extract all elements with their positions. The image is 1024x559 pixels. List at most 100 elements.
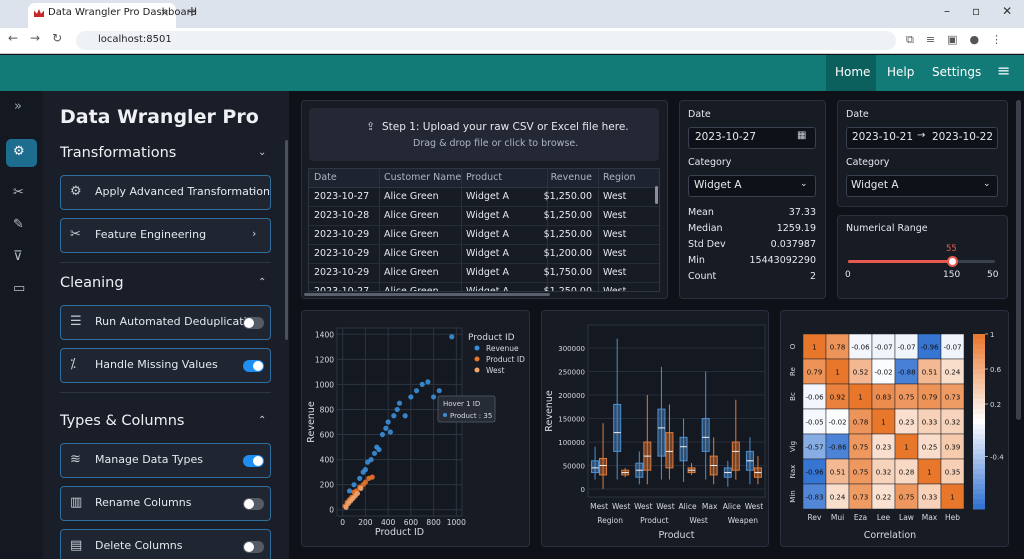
group-label: West xyxy=(689,516,707,525)
table-cell: Alice Green xyxy=(384,267,439,278)
slider-label-0: 0 xyxy=(845,270,851,280)
sidebar-item[interactable]: ✂ Feature Engineering › xyxy=(60,218,271,253)
column-divider xyxy=(547,169,548,291)
section-chevron[interactable]: ⌃ xyxy=(258,415,267,426)
stat-label: Min xyxy=(688,255,705,266)
cell-label: -0.07 xyxy=(897,344,915,352)
scatter-point xyxy=(394,406,400,413)
table-row xyxy=(309,225,659,226)
sidebar: Data Wrangler Pro Transformations ⌄ ⚙ Apply … xyxy=(43,91,289,559)
cell-label: 0.32 xyxy=(876,469,892,477)
cell-label: 0.51 xyxy=(830,469,846,477)
column-label: Mui xyxy=(831,513,844,522)
sidebar-item[interactable]: ☰ Run Automated Deduplication xyxy=(60,305,271,340)
x-tick-label: Max xyxy=(702,502,718,511)
dropzone[interactable] xyxy=(309,108,659,161)
y-tick-label: 400 xyxy=(320,456,335,465)
tab[interactable] xyxy=(28,3,176,28)
tab-title: Data Wrangler Pro Dashboard xyxy=(48,7,197,18)
table-cell: $1,200.00 xyxy=(543,248,592,259)
cell-label: 0.33 xyxy=(922,419,938,427)
rail-active[interactable] xyxy=(6,139,37,167)
colorbar-step xyxy=(973,354,985,360)
toggle[interactable] xyxy=(243,498,264,510)
colorbar-step xyxy=(973,384,985,390)
range-category-value: Widget A xyxy=(851,179,899,191)
stat-label: Mean xyxy=(688,207,714,218)
cell-label: 0.52 xyxy=(853,369,869,377)
table-cell: West xyxy=(603,229,627,240)
cell-label: 1 xyxy=(904,444,908,452)
sidebar-item[interactable]: ≋ Manage Data Types xyxy=(60,443,271,478)
toggle[interactable] xyxy=(243,317,264,329)
range-category-select[interactable] xyxy=(846,175,998,197)
rail-icons[interactable]: ✂ ✎ ⊽ ▭ xyxy=(13,185,26,296)
rail-expand[interactable]: » xyxy=(14,99,22,114)
column-label: Rev xyxy=(808,513,822,522)
cell-label: -0.86 xyxy=(828,444,847,452)
scatter-point xyxy=(425,379,431,385)
x-tick-label: 400 xyxy=(381,518,396,527)
x-tick-label: Alice xyxy=(723,502,741,511)
y-tick-label: 200 xyxy=(320,481,335,490)
box xyxy=(665,432,674,469)
url-field[interactable] xyxy=(76,31,896,50)
item-label: Delete Columns xyxy=(95,539,183,552)
window-controls[interactable]: –▫✕ xyxy=(944,4,1012,18)
slider-knob[interactable] xyxy=(947,256,958,267)
category-select[interactable] xyxy=(688,175,816,197)
section-chevron[interactable]: ⌃ xyxy=(258,277,267,288)
nav-buttons[interactable]: ←→↻ xyxy=(8,31,75,45)
item-icon: ≋ xyxy=(70,452,81,467)
table-row xyxy=(309,244,659,245)
nav-settings[interactable]: Settings xyxy=(932,65,982,79)
table-cell: 2023-10-28 xyxy=(314,210,370,221)
cell-label: 0.24 xyxy=(830,494,846,502)
tab-icon xyxy=(34,9,44,17)
cell-label: 0.75 xyxy=(853,469,869,477)
legend-swatch xyxy=(474,367,480,373)
table-cell: Widget A xyxy=(466,191,509,202)
colorbar-step xyxy=(973,419,985,425)
column-label: Eza xyxy=(854,513,867,522)
sidebar-item[interactable]: ▤ Delete Columns xyxy=(60,529,271,559)
column-header: Revenue xyxy=(550,172,592,183)
sidebar-item[interactable]: ⁒ Handle Missing Values xyxy=(60,348,271,383)
cell-label: -0.02 xyxy=(828,419,846,427)
toggle[interactable] xyxy=(243,455,264,467)
nav-help[interactable]: Help xyxy=(887,65,915,79)
menu-icon[interactable]: ≡ xyxy=(997,61,1011,80)
sidebar-item[interactable]: ⚙ Apply Advanced Transformation › xyxy=(60,175,271,210)
cell-label: -0.07 xyxy=(874,344,892,352)
table-cell: Alice Green xyxy=(384,248,439,259)
stat-label: Median xyxy=(688,223,723,234)
tab-close[interactable]: × xyxy=(160,6,170,19)
cell-label: 1 xyxy=(950,494,954,502)
item-label: Feature Engineering xyxy=(95,228,207,241)
toggle[interactable] xyxy=(243,360,264,372)
cell-label: 0.24 xyxy=(945,369,961,377)
scatter-point xyxy=(368,457,374,463)
section-divider xyxy=(60,392,271,393)
toolbar-icons[interactable]: ⧉≡▣●⋮ xyxy=(906,33,1015,46)
sidebar-item[interactable]: ▥ Rename Columns xyxy=(60,486,271,521)
new-tab[interactable]: + xyxy=(186,4,198,20)
nav-home[interactable]: Home xyxy=(835,65,871,79)
cell-label: 0.75 xyxy=(899,394,915,402)
date-range-input[interactable] xyxy=(846,127,998,149)
row-label: Bc xyxy=(789,392,797,401)
cell-label: 0.75 xyxy=(899,494,915,502)
scatter-point xyxy=(362,467,369,473)
item-icon: ▤ xyxy=(70,538,83,553)
date-input[interactable] xyxy=(688,127,816,149)
table-cell: West xyxy=(603,210,627,221)
cell-label: -0.96 xyxy=(805,469,824,477)
cell-label: 0.92 xyxy=(830,394,846,402)
cell-label: -0.06 xyxy=(805,394,824,402)
cell-label: -0.88 xyxy=(897,369,915,377)
table-row xyxy=(309,263,659,264)
table-cell: West xyxy=(603,248,627,259)
toggle[interactable] xyxy=(243,541,264,553)
section-chevron[interactable]: ⌄ xyxy=(258,147,267,158)
colorbar-step xyxy=(973,484,985,490)
